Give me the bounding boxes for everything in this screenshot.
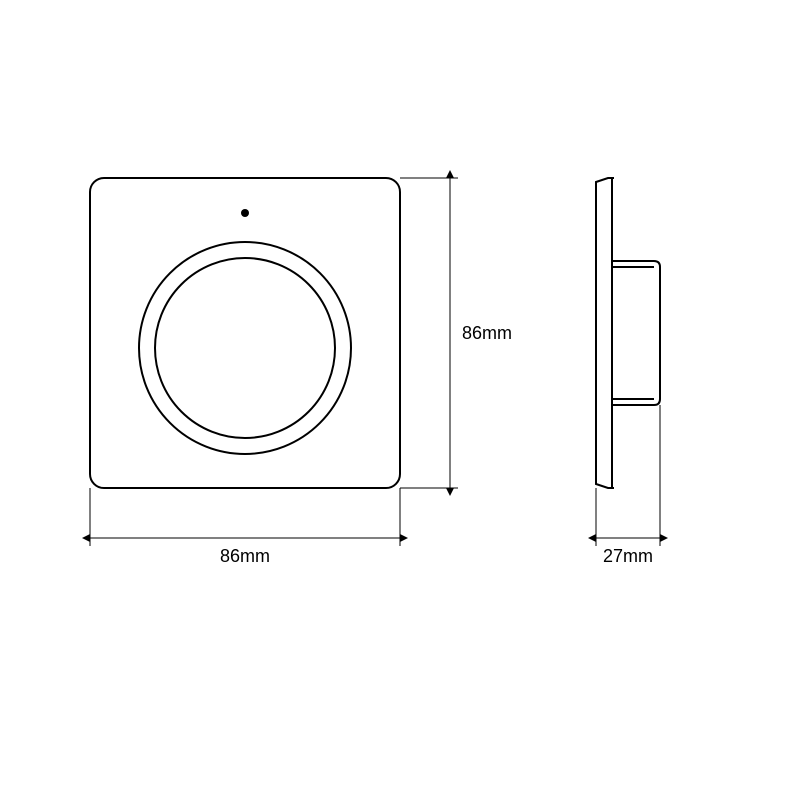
dim-height-label: 86mm [462, 323, 512, 343]
dim-width: 86mm [90, 488, 400, 566]
indicator-dot [241, 209, 249, 217]
technical-drawing: 86mm 86mm 27mm [0, 0, 800, 800]
dim-width-label: 86mm [220, 546, 270, 566]
dim-depth-label: 27mm [603, 546, 653, 566]
ring-inner [155, 258, 335, 438]
side-view [596, 178, 660, 488]
ring-outer [139, 242, 351, 454]
side-plate [596, 178, 612, 488]
front-plate [90, 178, 400, 488]
side-knob [612, 261, 660, 405]
dim-depth: 27mm [596, 405, 660, 566]
dim-height: 86mm [400, 178, 512, 488]
front-view [90, 178, 400, 488]
